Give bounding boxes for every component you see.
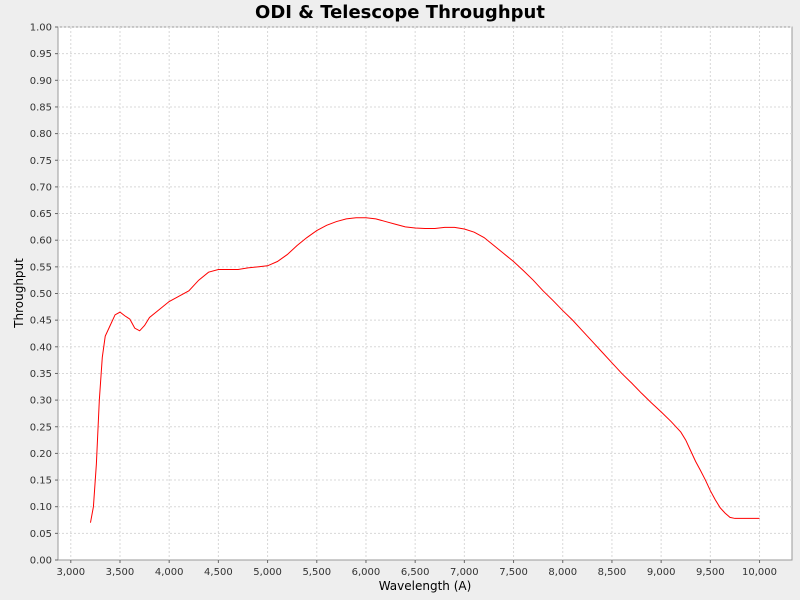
- x-axis: 3,000 3,500 4,000 4,500 5,000 5,500 6,000 6,500…: [56, 560, 777, 578]
- x-tick-label: 4,500: [204, 567, 233, 578]
- x-tick-label: 7,500: [499, 567, 528, 578]
- y-tick-label: 0.95: [30, 49, 52, 60]
- y-tick-label: 0.70: [30, 182, 52, 193]
- x-tick-label: 3,500: [106, 567, 135, 578]
- y-tick-label: 1.00: [30, 23, 52, 34]
- y-tick-label: 0.40: [30, 342, 52, 353]
- x-tick-label: 8,500: [598, 567, 627, 578]
- y-tick-label: 0.15: [30, 476, 52, 487]
- y-tick-label: 0.50: [30, 289, 52, 300]
- y-tick-label: 0.10: [30, 502, 52, 513]
- y-tick-label: 0.35: [30, 369, 52, 380]
- y-tick-label: 0.60: [30, 236, 52, 247]
- y-axis-label: Throughput: [12, 258, 26, 329]
- y-tick-label: 0.25: [30, 422, 52, 433]
- throughput-series-line: [89, 217, 760, 523]
- y-tick-label: 0.65: [30, 209, 52, 220]
- x-tick-label: 6,000: [352, 567, 381, 578]
- y-tick-label: 0.30: [30, 396, 52, 407]
- x-tick-label: 3,000: [56, 567, 85, 578]
- grid-lines: [58, 26, 792, 560]
- x-axis-label: Wavelength (A): [379, 579, 472, 593]
- x-tick-label: 10,000: [742, 567, 777, 578]
- y-tick-label: 0.85: [30, 102, 52, 113]
- y-tick-label: 0.55: [30, 262, 52, 273]
- x-tick-label: 4,000: [155, 567, 184, 578]
- y-tick-label: 0.05: [30, 529, 52, 540]
- x-tick-label: 8,000: [548, 567, 577, 578]
- y-tick-label: 0.90: [30, 76, 52, 87]
- y-tick-label: 0.75: [30, 156, 52, 167]
- chart-title: ODI & Telescope Throughput: [255, 2, 545, 23]
- plot-area: [57, 26, 793, 561]
- x-tick-label: 5,500: [302, 567, 331, 578]
- x-tick-label: 6,500: [401, 567, 430, 578]
- y-tick-label: 0.45: [30, 316, 52, 327]
- y-tick-label: 0.00: [30, 556, 52, 567]
- y-axis: 0.00 0.05 0.10 0.15 0.20 0.25 0.30 0.35 0.40 0.45…: [30, 23, 58, 567]
- y-tick-label: 0.20: [30, 449, 52, 460]
- y-tick-label: 0.80: [30, 129, 52, 140]
- x-tick-label: 7,000: [450, 567, 479, 578]
- x-tick-label: 9,500: [696, 567, 725, 578]
- x-tick-label: 9,000: [647, 567, 676, 578]
- x-tick-label: 5,000: [253, 567, 282, 578]
